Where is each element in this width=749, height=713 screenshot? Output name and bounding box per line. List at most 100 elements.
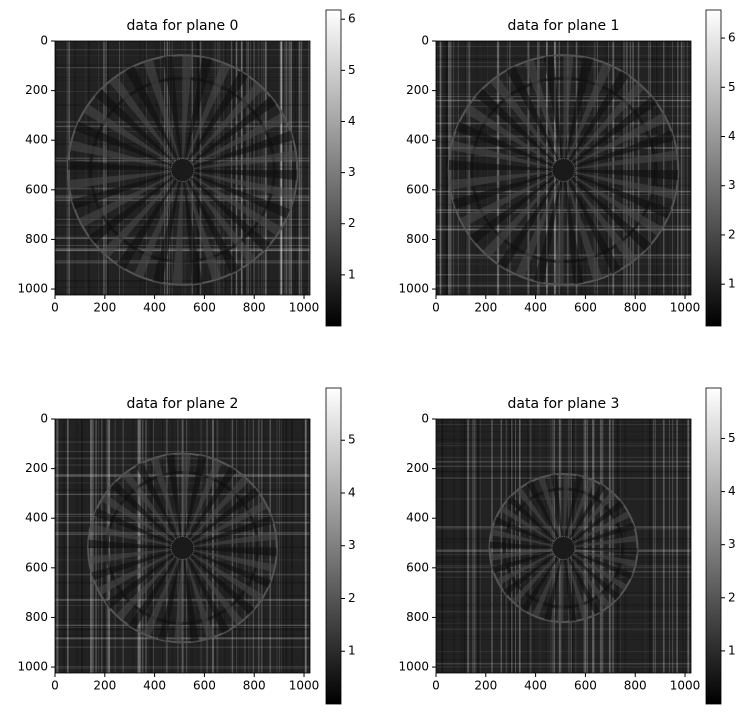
star-spoke [563,548,628,591]
noise-stripe [609,419,612,673]
noise-stripe [224,41,227,295]
noise-stripe [264,41,267,295]
noise-stripe [279,419,280,673]
noise-stripe [662,41,665,295]
star-spoke [455,121,564,170]
noise-stripe [281,419,282,673]
noise-stripe [285,419,288,673]
noise-stripe [216,41,219,295]
y-tick-label: 600 [25,182,48,196]
x-tick-label: 1000 [670,679,701,693]
noise-stripe [305,419,307,673]
star-spoke [563,112,668,170]
noise-stripe [214,419,216,673]
star-spoke [150,456,183,548]
noise-stripe [238,419,241,673]
noise-stripe [446,419,447,673]
star-spoke [116,170,183,270]
noise-stripe [223,41,225,295]
star-spoke [182,487,260,548]
noise-stripe [436,435,691,437]
star-spoke [166,454,183,548]
star-spoke [563,62,612,170]
axes-frame [435,418,692,674]
noise-stripe [669,419,670,673]
star-center [551,158,576,182]
noise-stripe [439,41,442,295]
x-tick-label: 800 [243,301,266,315]
noise-stripe [436,46,691,48]
noise-stripe [436,445,691,447]
noise-stripe [55,41,57,295]
star-spoke [182,82,264,170]
star-spoke [526,480,564,548]
noise-stripe [284,41,286,295]
star-spoke [563,500,625,548]
star-spoke [182,515,274,548]
colorbar-tick-label: 1 [728,643,736,657]
noise-stripe [436,659,691,661]
noise-stripe [436,448,691,449]
star-spoke [143,59,183,170]
star-spoke [182,548,276,573]
y-tick-label: 400 [25,133,48,147]
star-spoke [543,55,564,170]
y-tick-label: 200 [25,83,48,97]
noise-stripe [436,635,691,637]
star-spoke [83,104,183,170]
noise-stripe [263,419,265,673]
star-spoke [563,96,658,170]
axes-frame [54,40,311,296]
noise-stripe [629,41,631,295]
star-spoke [182,112,287,170]
noise-stripe [608,41,610,295]
noise-stripe [231,41,233,295]
star-spoke [108,76,183,170]
star-spoke [496,548,564,585]
star-spoke [563,130,675,170]
colorbar-tick-label: 2 [728,590,736,604]
x-tick-label: 200 [93,679,116,693]
noise-stripe [216,419,219,673]
star-spoke [515,170,564,278]
noise-stripe [260,41,263,295]
y-tick-label: 200 [406,461,429,475]
star-spoke [550,474,564,548]
noise-stripe [81,419,83,673]
star-spoke [89,523,183,548]
star-spoke [152,170,183,284]
noise-stripe [602,419,604,673]
star-spoke [489,548,564,561]
star-spoke [563,170,663,236]
colorbar-tick-label: 4 [728,129,736,143]
noise-stripe [597,41,598,295]
noise-stripe [304,419,306,673]
colorbar-tick-label: 3 [348,165,356,179]
noise-stripe [443,41,445,295]
star-spoke [94,88,183,170]
colorbar-tick-label: 1 [728,277,736,291]
star-spoke [172,170,183,285]
noise-stripe [68,419,70,673]
noise-stripe [234,41,236,295]
noise-stripe [309,41,310,295]
star-spoke [110,481,183,548]
noise-stripe [437,419,439,673]
noise-stripe [463,419,465,673]
noise-stripe [621,41,623,295]
x-tick-label: 0 [51,301,59,315]
noise-stripe [67,419,69,673]
noise-stripe [63,419,66,673]
colorbar-tick-label: 3 [728,178,736,192]
star-spoke [563,170,638,264]
noise-stripe [206,419,208,673]
x-tick-label: 0 [432,301,440,315]
noise-stripe [679,41,680,295]
colorbar [325,9,342,327]
noise-stripe [81,419,83,673]
star-spoke [88,548,183,565]
noise-stripe [247,419,250,673]
star-spoke [91,548,183,581]
noise-stripe [436,430,691,433]
noise-stripe [650,419,652,673]
